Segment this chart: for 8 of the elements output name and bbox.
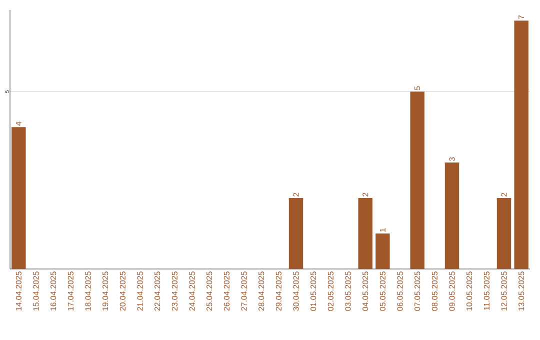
- bar: [358, 198, 372, 269]
- bar: [496, 198, 512, 269]
- bar: [444, 162, 460, 269]
- bar: [410, 92, 424, 269]
- bar: [288, 198, 304, 269]
- bar: [12, 127, 26, 269]
- bar: [514, 20, 528, 269]
- bar: [376, 234, 390, 269]
